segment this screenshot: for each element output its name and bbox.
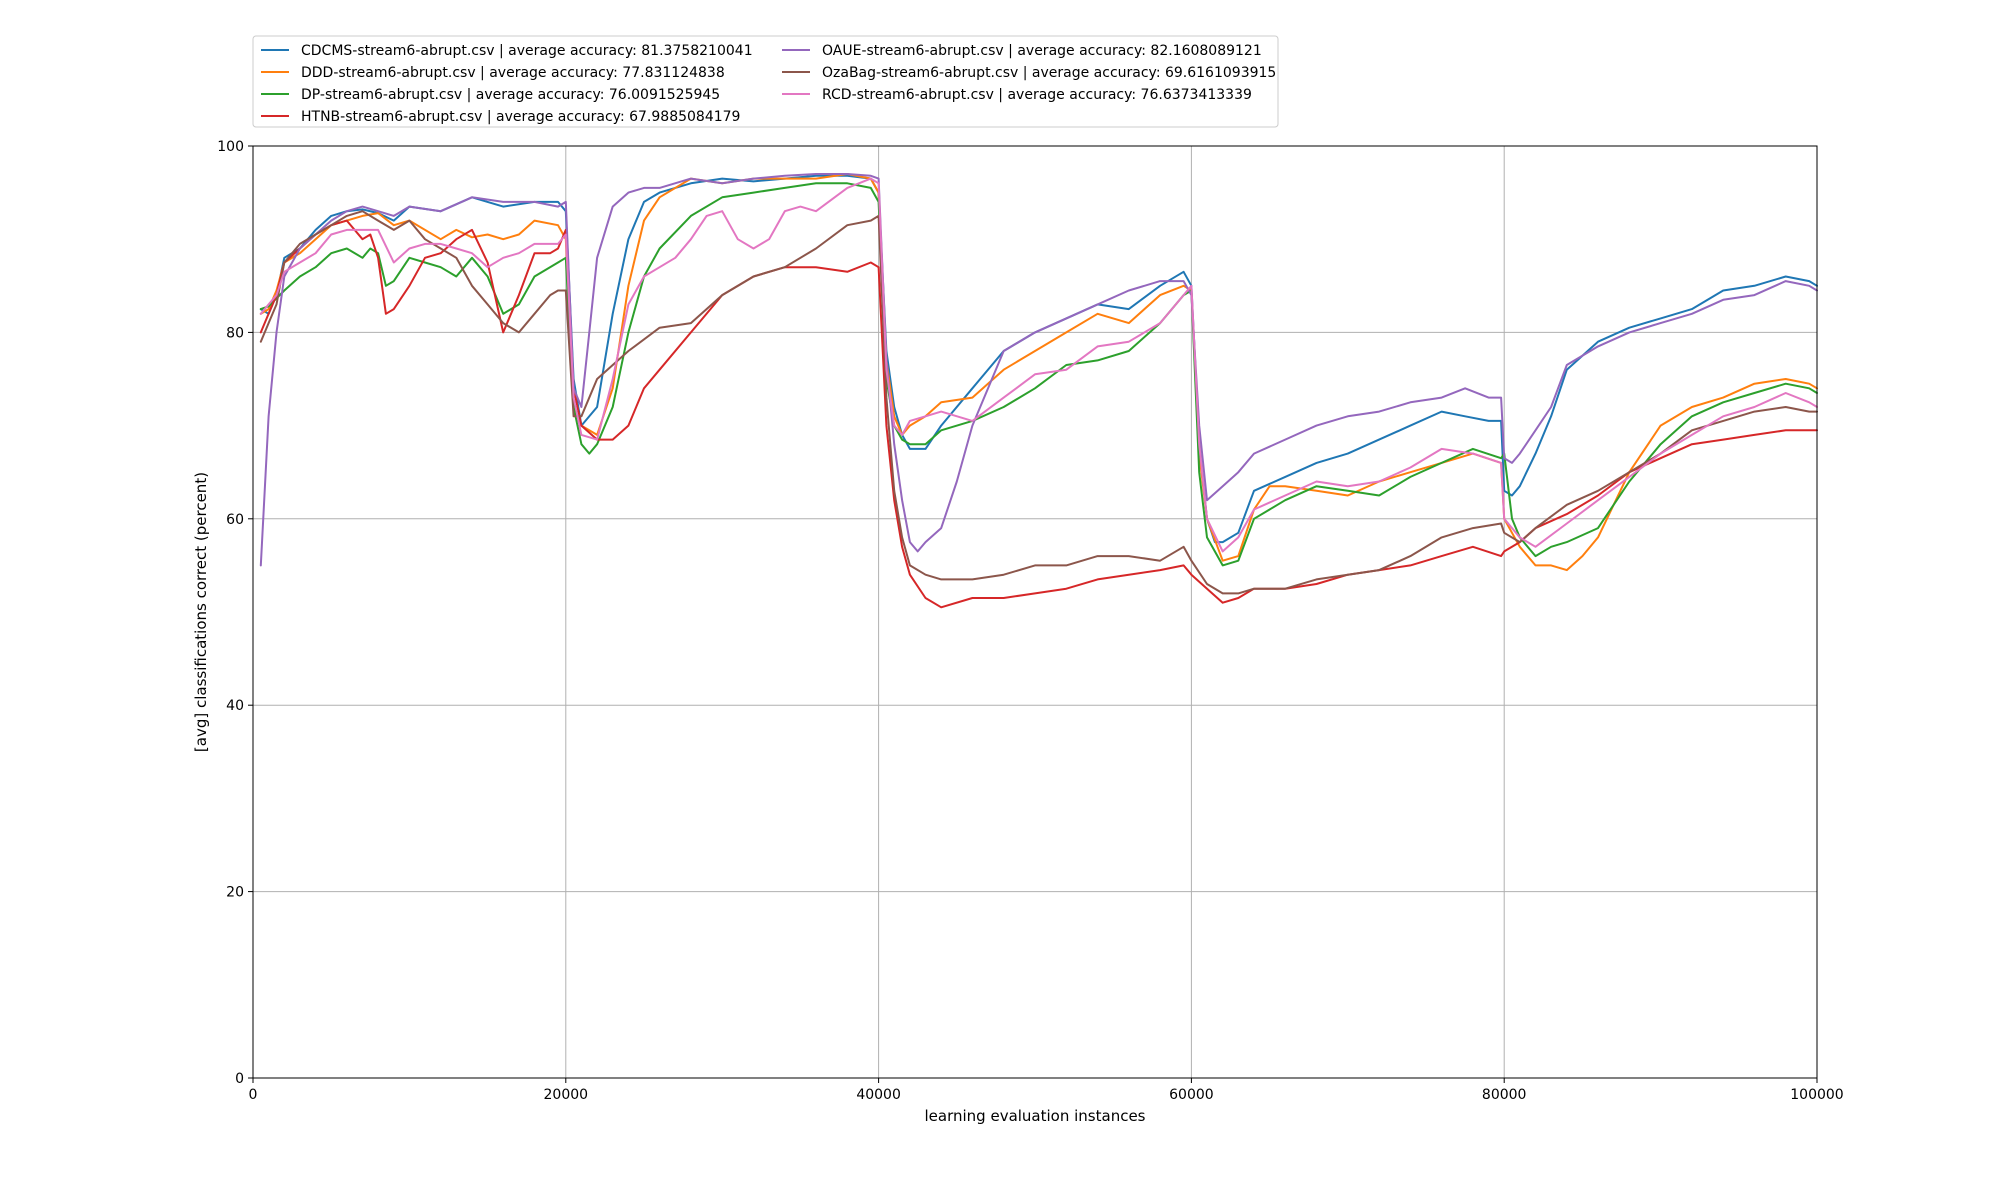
legend-entry: CDCMS-stream6-abrupt.csv | average accur… bbox=[301, 43, 753, 59]
series-line-4 bbox=[259, 173, 1818, 567]
y-tick-label: 60 bbox=[226, 512, 244, 528]
legend-entry: DP-stream6-abrupt.csv | average accuracy… bbox=[301, 87, 720, 103]
legend-entry: OAUE-stream6-abrupt.csv | average accura… bbox=[822, 43, 1262, 59]
series-line-6 bbox=[259, 177, 1818, 553]
series-line-5 bbox=[259, 210, 1818, 595]
legend-entry: RCD-stream6-abrupt.csv | average accurac… bbox=[822, 87, 1252, 103]
y-tick-label: 0 bbox=[235, 1071, 244, 1087]
y-tick-label: 80 bbox=[226, 325, 244, 341]
series-line-2 bbox=[259, 182, 1818, 567]
x-tick-label: 60000 bbox=[1169, 1087, 1214, 1103]
legend: CDCMS-stream6-abrupt.csv | average accur… bbox=[252, 35, 1279, 128]
series-line-3 bbox=[259, 219, 1818, 609]
y-tick-label: 40 bbox=[226, 698, 244, 714]
y-tick-label: 20 bbox=[226, 885, 244, 901]
x-axis-ticks: 0 20000 40000 60000 80000 100000 bbox=[249, 1078, 1844, 1103]
y-axis-label: [avg] classifications correct (percent) bbox=[192, 472, 210, 752]
series-lines bbox=[259, 173, 1818, 609]
x-axis-label: learning evaluation instances bbox=[925, 1107, 1146, 1125]
x-tick-label: 100000 bbox=[1790, 1087, 1843, 1103]
legend-entry: HTNB-stream6-abrupt.csv | average accura… bbox=[301, 109, 740, 125]
series-line-1 bbox=[259, 173, 1818, 572]
legend-entry: OzaBag-stream6-abrupt.csv | average accu… bbox=[822, 65, 1276, 81]
x-tick-label: 40000 bbox=[856, 1087, 901, 1103]
x-tick-label: 80000 bbox=[1482, 1087, 1527, 1103]
y-tick-label: 100 bbox=[217, 139, 244, 155]
legend-box bbox=[252, 35, 1279, 128]
series-line-0 bbox=[259, 174, 1818, 544]
plot-frame bbox=[252, 145, 1818, 1079]
x-tick-label: 20000 bbox=[544, 1087, 589, 1103]
legend-entry: DDD-stream6-abrupt.csv | average accurac… bbox=[301, 65, 725, 81]
y-axis-ticks: 0 20 40 60 80 100 bbox=[217, 139, 253, 1087]
grid-lines bbox=[252, 145, 1818, 1079]
x-tick-label: 0 bbox=[249, 1087, 258, 1103]
